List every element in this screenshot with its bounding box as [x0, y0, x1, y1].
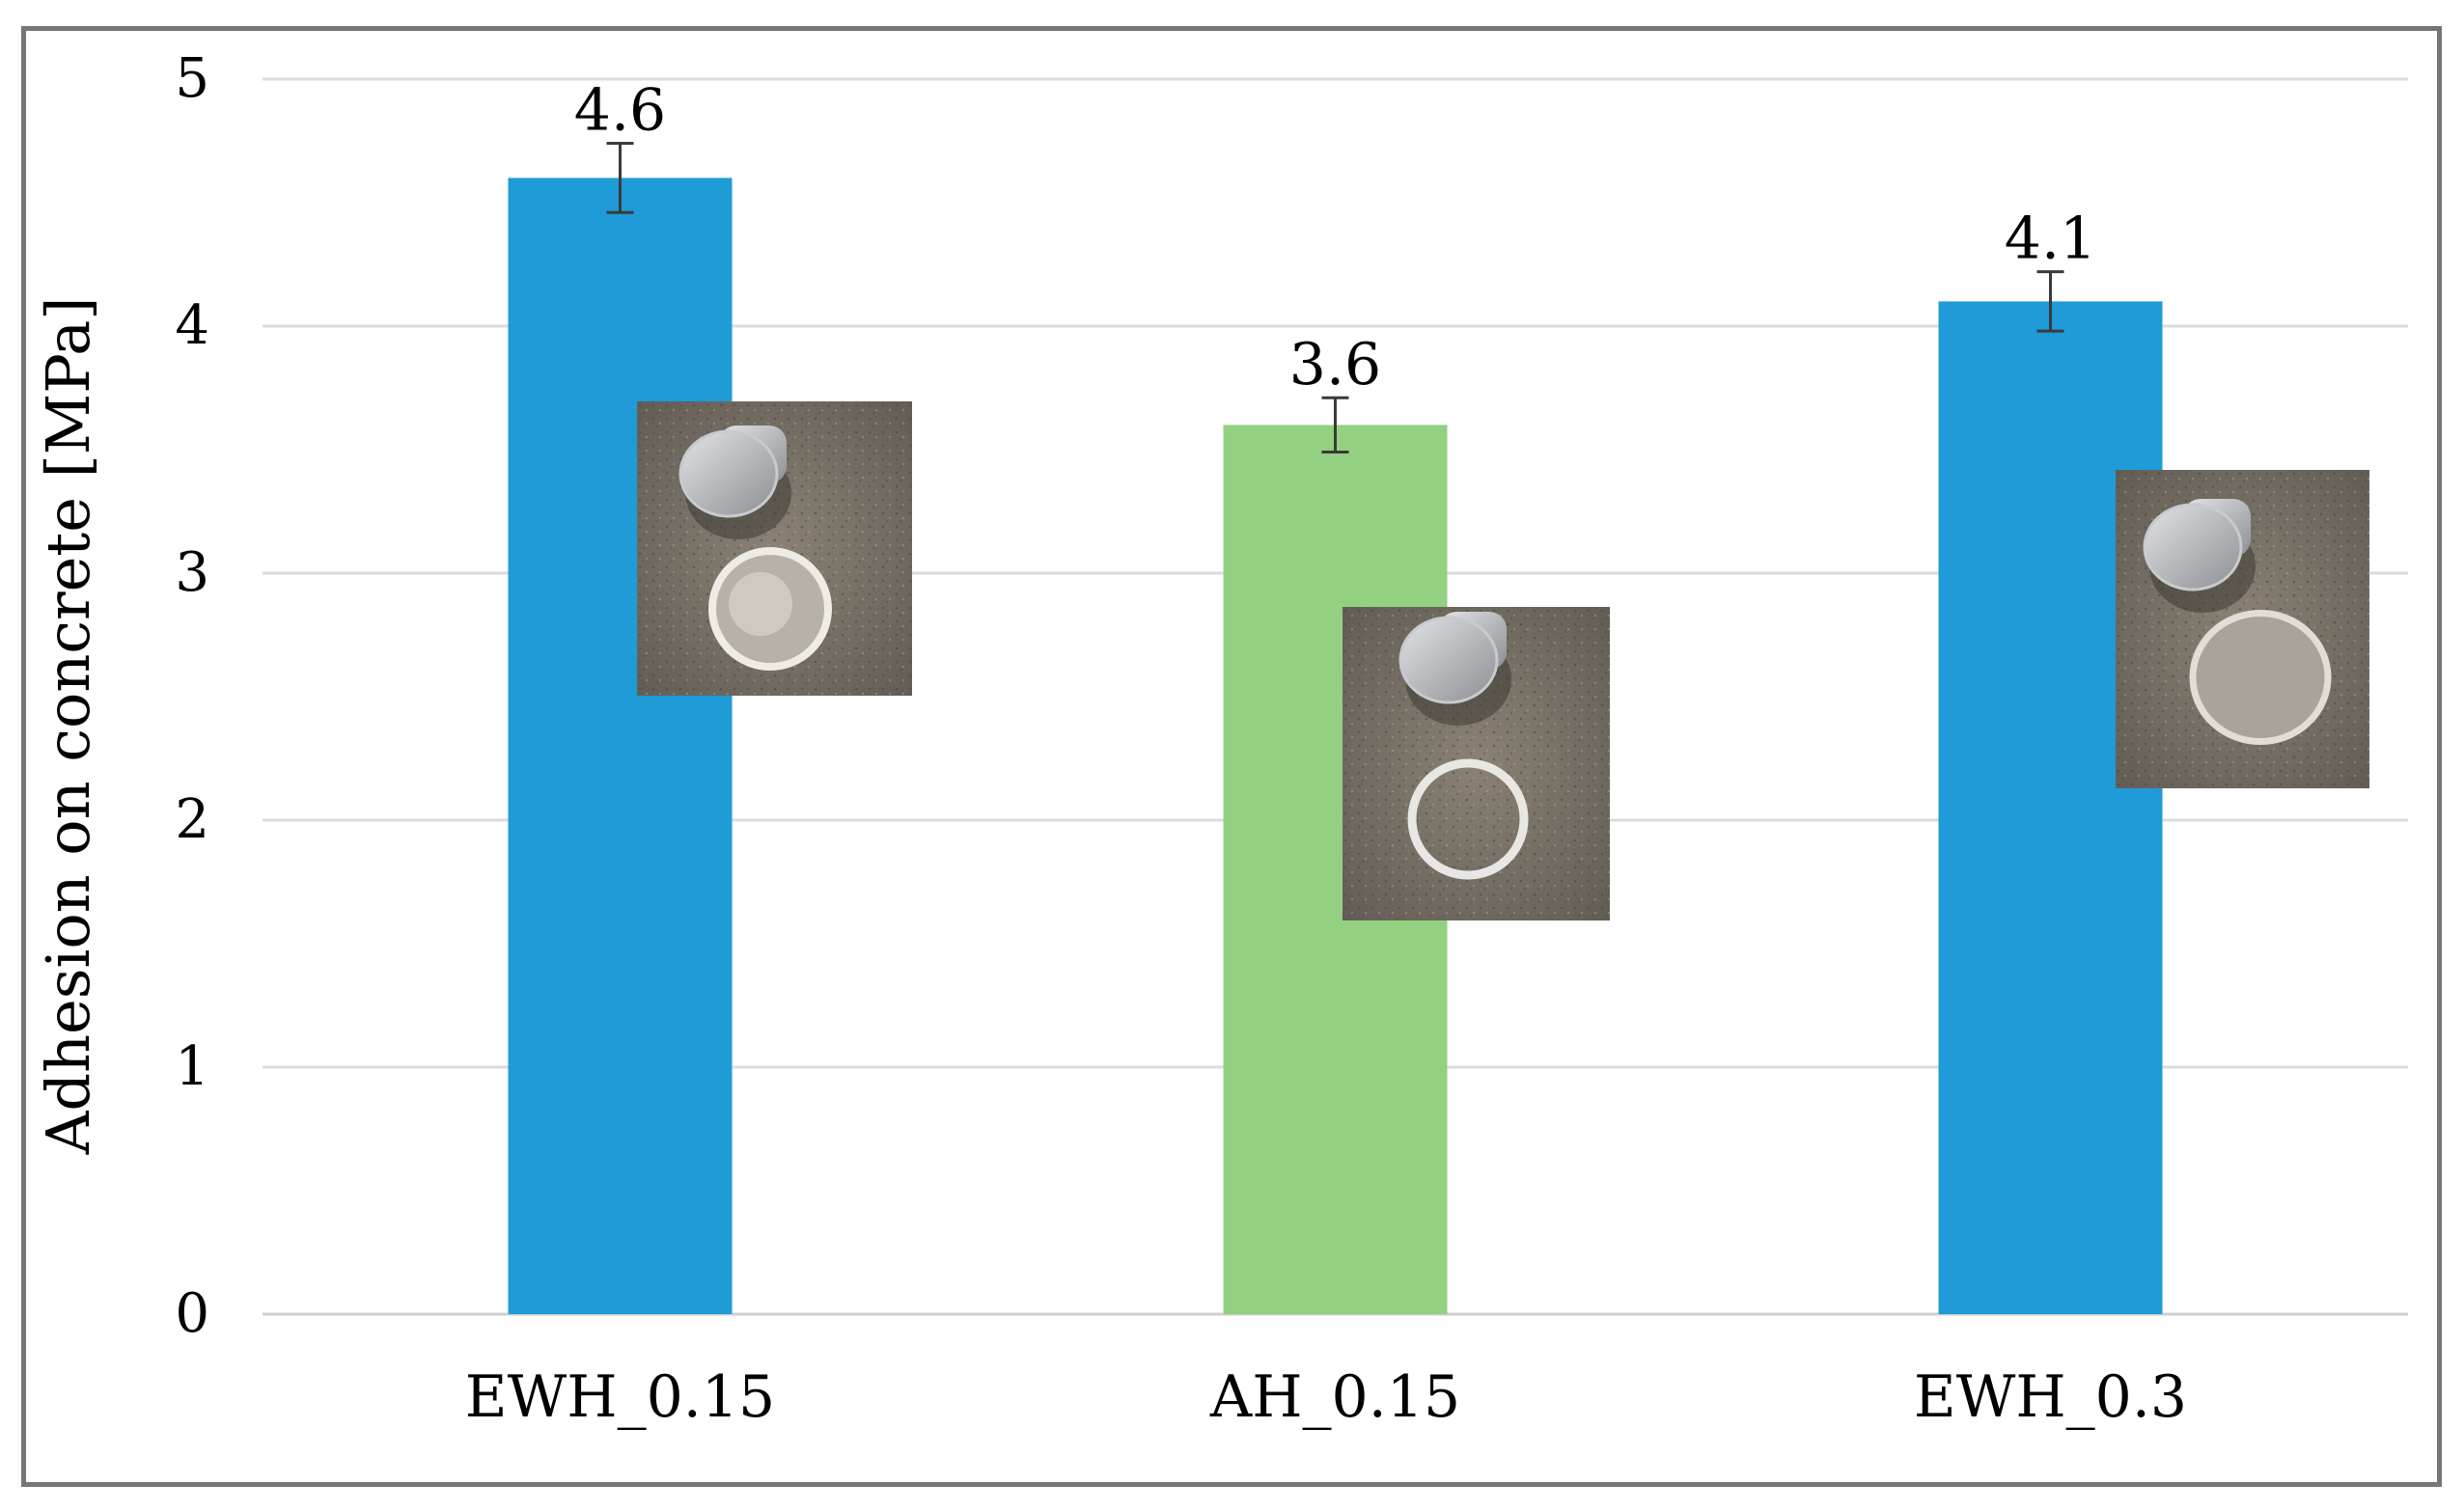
test-spot — [2189, 610, 2332, 745]
y-axis-title: Adhesion on concrete [MPa] — [33, 297, 103, 1156]
y-tick-label: 5 — [175, 47, 209, 110]
test-spot-residue — [729, 572, 792, 636]
dolly-face — [2143, 503, 2243, 591]
data-label: 3.6 — [1289, 331, 1381, 398]
bars — [508, 178, 2163, 1314]
y-tick-label: 2 — [175, 788, 209, 851]
y-tick-label: 1 — [175, 1035, 209, 1098]
photo-inset — [637, 401, 912, 696]
bar — [508, 178, 733, 1314]
dolly-face — [1398, 616, 1499, 704]
data-label: 4.6 — [574, 77, 666, 145]
photo-insets — [637, 401, 2369, 920]
y-tick-label: 0 — [175, 1282, 209, 1345]
x-tick-label: EWH_0.3 — [1914, 1363, 2187, 1431]
y-tick-label: 4 — [175, 294, 209, 357]
error-bars — [606, 142, 2064, 454]
photo-inset — [1343, 607, 1610, 920]
y-tick-label: 3 — [175, 541, 209, 604]
photo-inset — [2116, 470, 2369, 788]
bar — [1938, 301, 2163, 1314]
labels: 0 1 2 3 4 5 4.6 EWH_0.15 3.6 AH_0.15 4.1 EWH_0.3 — [175, 47, 2187, 1431]
data-label: 4.1 — [2005, 206, 2096, 273]
x-tick-label: AH_0.15 — [1209, 1363, 1460, 1431]
x-tick-label: EWH_0.15 — [465, 1363, 775, 1431]
bar-chart: 0 1 2 3 4 5 4.6 EWH_0.15 3.6 AH_0.15 4.1 EWH_0.3 Ad… — [33, 47, 2408, 1431]
chart-frame: 0 1 2 3 4 5 4.6 EWH_0.15 3.6 AH_0.15 4.1 EWH_0.3 Ad… — [21, 26, 2442, 1487]
dolly-face — [678, 429, 779, 518]
test-spot — [1407, 758, 1529, 880]
